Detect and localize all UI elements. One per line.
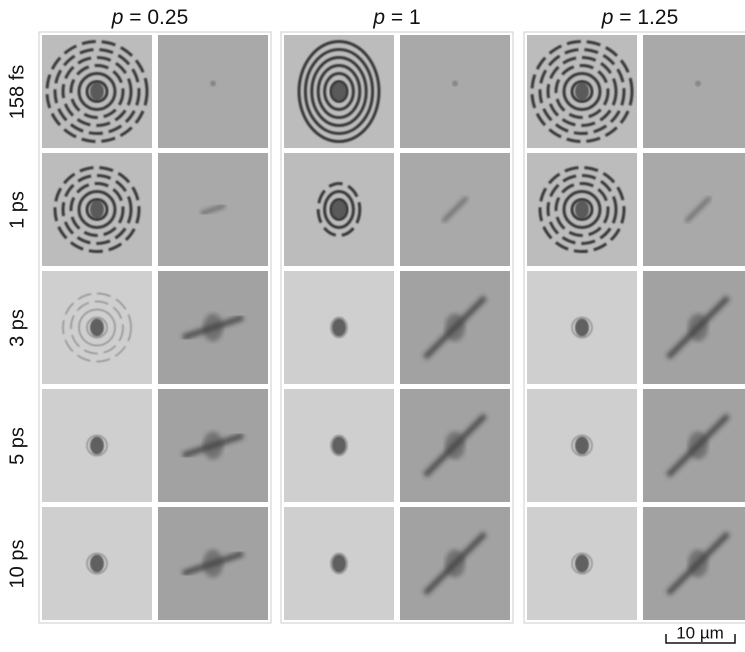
blob bbox=[688, 432, 708, 460]
blob bbox=[445, 314, 465, 342]
micrograph bbox=[158, 35, 268, 148]
crater bbox=[90, 83, 104, 101]
micrograph bbox=[400, 35, 510, 148]
crater bbox=[90, 319, 104, 337]
crater bbox=[332, 555, 346, 573]
column-header: p = 1.25 bbox=[601, 6, 679, 29]
dot bbox=[695, 81, 701, 87]
blob bbox=[203, 314, 223, 342]
micrograph bbox=[643, 153, 745, 266]
blob bbox=[445, 432, 465, 460]
crater bbox=[332, 437, 346, 455]
crater bbox=[575, 319, 589, 337]
crater bbox=[575, 437, 589, 455]
row-label: 10 ps bbox=[6, 540, 28, 589]
blob bbox=[688, 314, 708, 342]
blob bbox=[203, 550, 223, 578]
crater bbox=[332, 83, 346, 101]
crater bbox=[575, 555, 589, 573]
dot bbox=[452, 81, 458, 87]
column-header: p = 0.25 bbox=[111, 6, 189, 29]
crater bbox=[90, 201, 104, 219]
dot bbox=[210, 81, 216, 87]
crater bbox=[575, 201, 589, 219]
micrograph bbox=[643, 35, 745, 148]
blob bbox=[445, 550, 465, 578]
row-label: 1 ps bbox=[6, 191, 28, 229]
column-header: p = 1 bbox=[372, 6, 420, 29]
crater bbox=[575, 83, 589, 101]
crater bbox=[332, 319, 346, 337]
row-label: 158 fs bbox=[6, 65, 28, 119]
crater bbox=[90, 555, 104, 573]
row-label: 5 ps bbox=[6, 427, 28, 465]
row-label: 3 ps bbox=[6, 309, 28, 347]
scale-bar-label: 10 µm bbox=[676, 623, 724, 642]
crater bbox=[332, 201, 346, 219]
crater bbox=[90, 437, 104, 455]
blob bbox=[203, 432, 223, 460]
figure: p = 0.25 p = 1 p = 1.25 158 fs 1 ps 3 ps… bbox=[0, 0, 745, 652]
panel-grid bbox=[39, 32, 745, 623]
blob bbox=[688, 550, 708, 578]
